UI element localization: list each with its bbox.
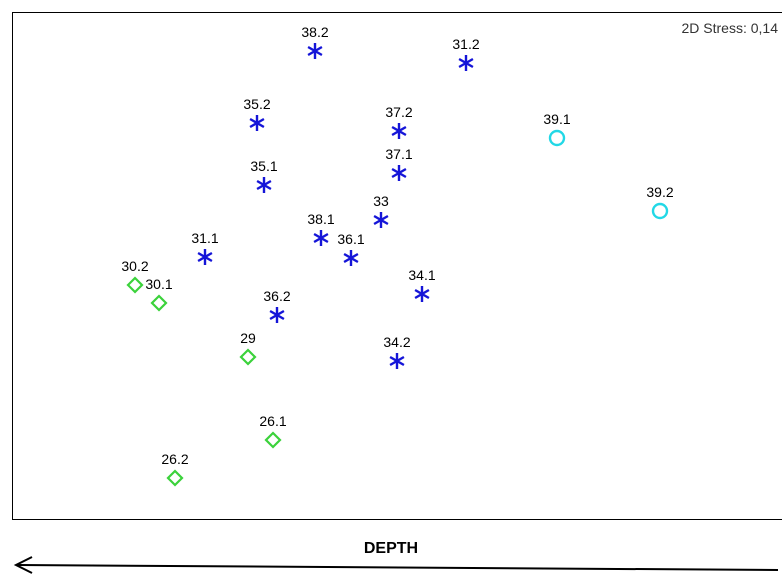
point-marker-36.1 xyxy=(343,250,359,266)
point-label-38.1: 38.1 xyxy=(307,211,334,227)
point-marker-33 xyxy=(373,212,389,228)
point-marker-30.2 xyxy=(126,276,144,294)
point-marker-35.1 xyxy=(256,177,272,193)
point-marker-35.2 xyxy=(249,115,265,131)
point-label-31.1: 31.1 xyxy=(191,230,218,246)
point-label-39.2: 39.2 xyxy=(646,184,673,200)
point-label-36.1: 36.1 xyxy=(337,231,364,247)
point-label-38.2: 38.2 xyxy=(301,24,328,40)
point-label-36.2: 36.2 xyxy=(263,288,290,304)
point-label-37.2: 37.2 xyxy=(385,104,412,120)
point-marker-37.1 xyxy=(391,165,407,181)
point-marker-39.1 xyxy=(548,129,566,147)
point-marker-26.1 xyxy=(264,431,282,449)
point-label-31.2: 31.2 xyxy=(452,36,479,52)
point-marker-38.1 xyxy=(313,230,329,246)
point-label-26.2: 26.2 xyxy=(161,451,188,467)
point-marker-31.2 xyxy=(458,55,474,71)
point-label-35.1: 35.1 xyxy=(250,158,277,174)
point-label-26.1: 26.1 xyxy=(259,413,286,429)
series-asterisk: 38.2 31.2 35.2 37.2 37.1 35.1 33 38.136.1 31.1 34… xyxy=(191,24,480,369)
point-label-29: 29 xyxy=(240,330,256,346)
point-label-39.1: 39.1 xyxy=(543,111,570,127)
point-label-37.1: 37.1 xyxy=(385,146,412,162)
point-marker-30.1 xyxy=(150,294,168,312)
point-label-34.2: 34.2 xyxy=(383,334,410,350)
point-label-30.1: 30.1 xyxy=(145,276,172,292)
stress-label: 2D Stress: 0,14 xyxy=(681,20,779,36)
point-label-34.1: 34.1 xyxy=(408,267,435,283)
plot-area xyxy=(12,12,782,520)
point-label-33: 33 xyxy=(373,193,389,209)
point-marker-34.1 xyxy=(414,286,430,302)
point-marker-29 xyxy=(239,348,257,366)
depth-arrow xyxy=(13,556,779,574)
point-marker-34.2 xyxy=(389,353,405,369)
point-label-30.2: 30.2 xyxy=(121,258,148,274)
series-circle: 39.1 39.2 xyxy=(543,111,674,220)
point-marker-38.2 xyxy=(307,43,323,59)
x-axis-title: DEPTH xyxy=(363,540,419,557)
point-marker-37.2 xyxy=(391,123,407,139)
point-marker-36.2 xyxy=(269,307,285,323)
point-marker-26.2 xyxy=(166,469,184,487)
point-marker-31.1 xyxy=(197,249,213,265)
point-label-35.2: 35.2 xyxy=(243,96,270,112)
point-marker-39.2 xyxy=(651,202,669,220)
series-diamond: 30.2 30.1 29 26.1 26.2 xyxy=(121,258,287,487)
